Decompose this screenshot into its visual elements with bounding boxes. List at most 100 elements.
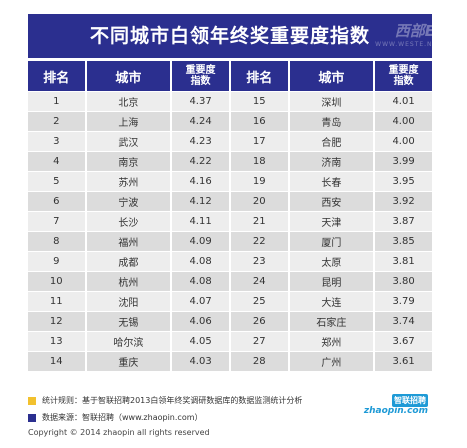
right-city-cell: 昆明 xyxy=(289,271,376,291)
right-index-cell: 3.61 xyxy=(375,351,432,371)
header-index-left: 重要度 指数 xyxy=(172,61,231,91)
table-row: 1 北京 4.37 15 深圳 4.01 xyxy=(28,91,432,111)
table-row: 4 南京 4.22 18 济南 3.99 xyxy=(28,151,432,171)
watermark-logo: 西部E网 xyxy=(394,22,450,40)
left-city-cell: 武汉 xyxy=(86,131,173,151)
header-index-line1: 重要度 xyxy=(388,65,419,76)
copyright: Copyright © 2014 zhaopin all rights rese… xyxy=(28,428,210,437)
right-index-cell: 3.92 xyxy=(375,191,432,211)
table-row: 8 福州 4.09 22 厦门 3.85 xyxy=(28,231,432,251)
header-index-line2: 指数 xyxy=(190,76,211,87)
left-rank-cell: 7 xyxy=(28,211,87,231)
watermark-url: WWW.WESTE.NET xyxy=(375,41,442,48)
right-rank-cell: 27 xyxy=(230,331,290,351)
right-city-cell: 太原 xyxy=(289,251,376,271)
right-rank-cell: 20 xyxy=(230,191,290,211)
zhaopin-logo: 智联招聘 zhaopin.com xyxy=(364,394,428,420)
left-index-cell: 4.12 xyxy=(172,191,231,211)
left-index-cell: 4.37 xyxy=(172,91,231,111)
right-rank-cell: 24 xyxy=(230,271,290,291)
right-rank-cell: 18 xyxy=(230,151,290,171)
header-rank-right: 排名 xyxy=(230,61,290,91)
right-city-cell: 石家庄 xyxy=(289,311,376,331)
left-index-cell: 4.05 xyxy=(172,331,231,351)
right-index-cell: 3.87 xyxy=(375,211,432,231)
left-index-cell: 4.03 xyxy=(172,351,231,371)
right-city-cell: 长春 xyxy=(289,171,376,191)
left-index-cell: 4.06 xyxy=(172,311,231,331)
right-rank-cell: 28 xyxy=(230,351,290,371)
right-index-cell: 3.81 xyxy=(375,251,432,271)
right-index-cell: 3.79 xyxy=(375,291,432,311)
right-city-cell: 西安 xyxy=(289,191,376,211)
left-city-cell: 南京 xyxy=(86,151,173,171)
logo-bottom-text: zhaopin.com xyxy=(363,406,428,416)
right-rank-cell: 17 xyxy=(230,131,290,151)
right-rank-cell: 21 xyxy=(230,211,290,231)
notes-area: 统计规则：基于智联招聘2013白领年终奖调研数据库的数据监测统计分析 数据来源：… xyxy=(28,392,432,426)
left-index-cell: 4.08 xyxy=(172,251,231,271)
table-row: 13 哈尔滨 4.05 27 郑州 3.67 xyxy=(28,331,432,351)
table-row: 2 上海 4.24 16 青岛 4.00 xyxy=(28,111,432,131)
table-row: 6 宁波 4.12 20 西安 3.92 xyxy=(28,191,432,211)
left-index-cell: 4.07 xyxy=(172,291,231,311)
right-rank-cell: 16 xyxy=(230,111,290,131)
right-rank-cell: 22 xyxy=(230,231,290,251)
table-row: 9 成都 4.08 23 太原 3.81 xyxy=(28,251,432,271)
right-index-cell: 4.00 xyxy=(375,131,432,151)
left-city-cell: 无锡 xyxy=(86,311,173,331)
left-index-cell: 4.11 xyxy=(172,211,231,231)
title-bar: 不同城市白领年终奖重要度指数 西部E网 WWW.WESTE.NET xyxy=(28,14,450,58)
left-city-cell: 成都 xyxy=(86,251,173,271)
left-city-cell: 重庆 xyxy=(86,351,173,371)
right-index-cell: 3.85 xyxy=(375,231,432,251)
right-city-cell: 合肥 xyxy=(289,131,376,151)
right-city-cell: 深圳 xyxy=(289,91,376,111)
left-index-cell: 4.22 xyxy=(172,151,231,171)
right-rank-cell: 25 xyxy=(230,291,290,311)
blue-square-icon xyxy=(28,413,36,422)
left-index-cell: 4.16 xyxy=(172,171,231,191)
right-index-cell: 4.00 xyxy=(375,111,432,131)
table-row: 14 重庆 4.03 28 广州 3.61 xyxy=(28,351,432,371)
left-rank-cell: 11 xyxy=(28,291,87,311)
ranking-card: 不同城市白领年终奖重要度指数 西部E网 WWW.WESTE.NET 排名 城市 … xyxy=(28,14,450,437)
header-city-right: 城市 xyxy=(289,61,376,91)
right-city-cell: 青岛 xyxy=(289,111,376,131)
right-city-cell: 郑州 xyxy=(289,331,376,351)
left-city-cell: 苏州 xyxy=(86,171,173,191)
right-index-cell: 4.01 xyxy=(375,91,432,111)
left-rank-cell: 14 xyxy=(28,351,87,371)
right-index-cell: 3.67 xyxy=(375,331,432,351)
right-rank-cell: 15 xyxy=(230,91,290,111)
note-source: 数据来源：智联招聘（www.zhaopin.com） xyxy=(28,409,432,426)
right-rank-cell: 19 xyxy=(230,171,290,191)
left-rank-cell: 8 xyxy=(28,231,87,251)
left-city-cell: 宁波 xyxy=(86,191,173,211)
right-city-cell: 天津 xyxy=(289,211,376,231)
table-row: 5 苏州 4.16 19 长春 3.95 xyxy=(28,171,432,191)
table-row: 7 长沙 4.11 21 天津 3.87 xyxy=(28,211,432,231)
left-rank-cell: 2 xyxy=(28,111,87,131)
left-index-cell: 4.09 xyxy=(172,231,231,251)
left-rank-cell: 1 xyxy=(28,91,87,111)
left-index-cell: 4.08 xyxy=(172,271,231,291)
left-rank-cell: 9 xyxy=(28,251,87,271)
page-title: 不同城市白领年终奖重要度指数 xyxy=(89,25,370,47)
left-city-cell: 杭州 xyxy=(86,271,173,291)
right-rank-cell: 26 xyxy=(230,311,290,331)
left-city-cell: 长沙 xyxy=(86,211,173,231)
note-rule: 统计规则：基于智联招聘2013白领年终奖调研数据库的数据监测统计分析 xyxy=(28,392,432,409)
left-city-cell: 沈阳 xyxy=(86,291,173,311)
header-rank-left: 排名 xyxy=(28,61,87,91)
left-rank-cell: 4 xyxy=(28,151,87,171)
left-rank-cell: 3 xyxy=(28,131,87,151)
header-index-right: 重要度 指数 xyxy=(375,61,432,91)
note-source-text: 数据来源：智联招聘（www.zhaopin.com） xyxy=(42,413,203,422)
right-city-cell: 厦门 xyxy=(289,231,376,251)
left-city-cell: 上海 xyxy=(86,111,173,131)
left-city-cell: 哈尔滨 xyxy=(86,331,173,351)
right-index-cell: 3.99 xyxy=(375,151,432,171)
table-row: 10 杭州 4.08 24 昆明 3.80 xyxy=(28,271,432,291)
left-rank-cell: 10 xyxy=(28,271,87,291)
